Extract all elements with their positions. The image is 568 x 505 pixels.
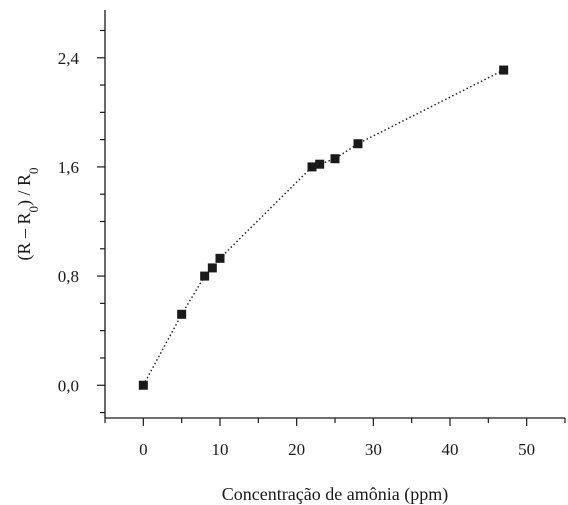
x-axis-label: Concentração de amônia (ppm) <box>222 484 448 505</box>
data-point <box>353 139 363 149</box>
y-tick-label: 2,4 <box>58 49 80 68</box>
x-tick-label: 30 <box>365 440 382 459</box>
data-point <box>207 263 217 273</box>
y-axis-label-lead: (R – R <box>14 213 35 261</box>
data-point <box>307 162 317 172</box>
x-tick-label: 40 <box>442 440 459 459</box>
tick-labels: 0 10 20 30 40 50 0,0 0,8 1,6 2,4 <box>58 49 535 459</box>
connector-line <box>142 69 505 386</box>
y-axis-label: (R – R0) / R0 <box>14 167 41 260</box>
data-point <box>200 271 210 281</box>
data-point <box>330 154 340 164</box>
x-tick-label: 50 <box>518 440 535 459</box>
x-tick-label: 10 <box>212 440 229 459</box>
data-point <box>138 380 148 390</box>
x-tick-label: 0 <box>139 440 148 459</box>
y-axis-label-mid: ) / R <box>14 174 35 206</box>
y-axis-label-sub1: 0 <box>26 206 41 213</box>
y-axis-label-sub2: 0 <box>26 167 41 174</box>
y-tick-label: 0,0 <box>58 376 79 395</box>
data-point <box>177 309 187 319</box>
y-tick-label: 1,6 <box>58 158 79 177</box>
data-point <box>499 65 509 75</box>
series-line <box>142 69 505 386</box>
markers <box>138 65 509 390</box>
axes <box>97 10 566 426</box>
data-point <box>215 253 225 263</box>
data-point <box>315 159 325 169</box>
x-tick-label: 20 <box>288 440 305 459</box>
y-tick-label: 0,8 <box>58 267 79 286</box>
